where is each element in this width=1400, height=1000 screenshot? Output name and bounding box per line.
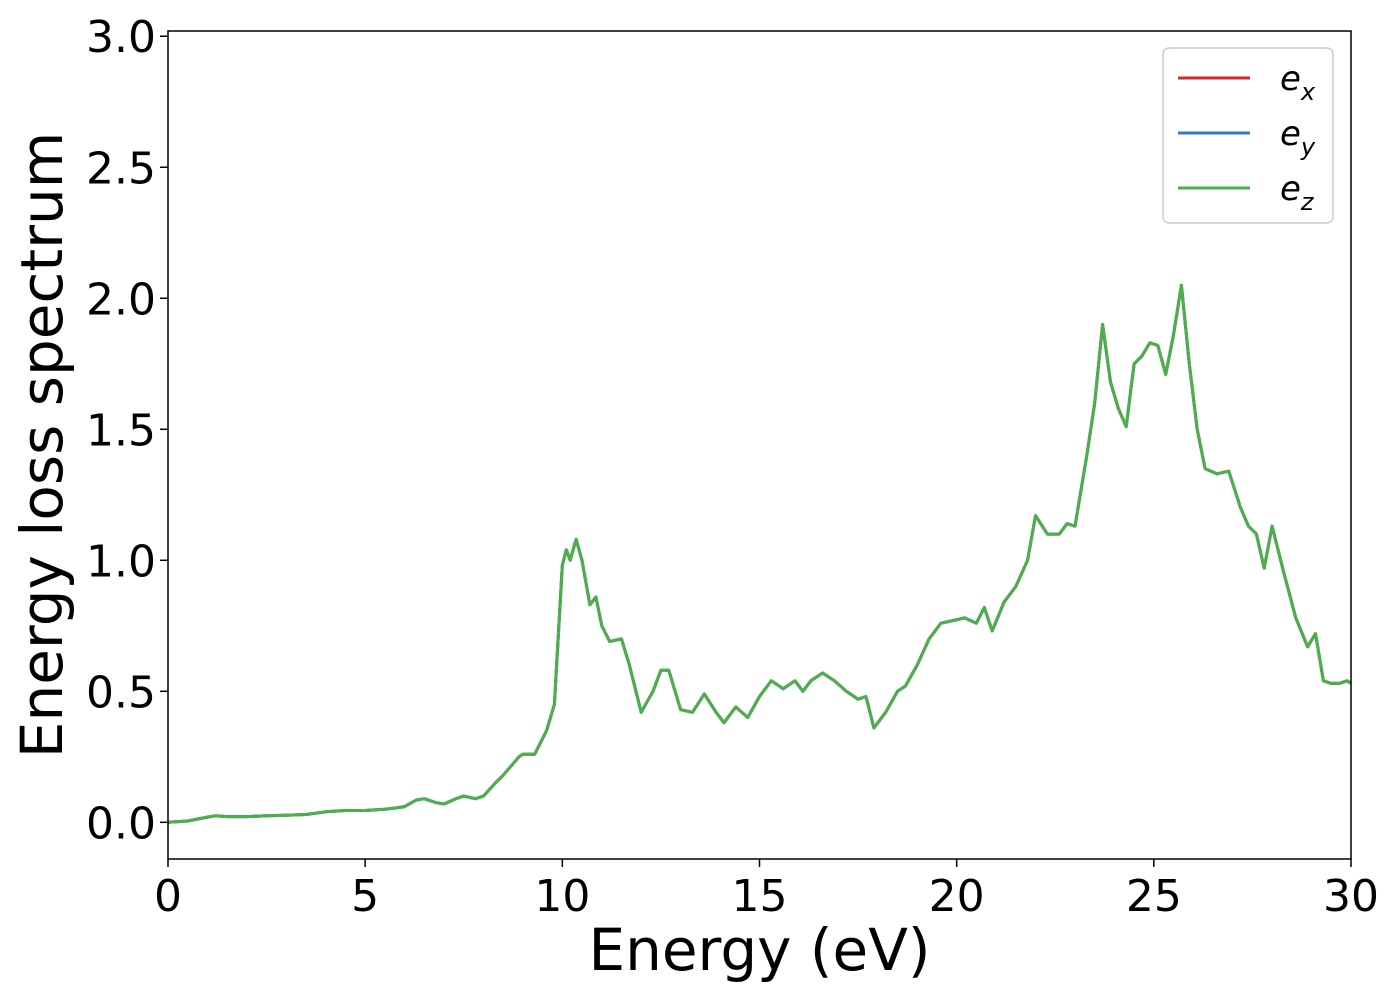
y-tick-label: 0.5 <box>86 667 156 718</box>
x-tick-label: 5 <box>351 871 379 922</box>
x-tick-label: 20 <box>929 871 985 922</box>
series-line-e-z <box>167 283 1352 824</box>
legend: ex ey ez <box>1162 47 1334 224</box>
x-tick-label: 10 <box>534 871 590 922</box>
y-tick-label: 1.5 <box>86 405 156 456</box>
x-axis-ticks: 0 5 10 15 20 25 30 <box>154 859 1379 922</box>
legend-label: ey <box>1280 114 1316 161</box>
series-line-e-x <box>167 283 1352 824</box>
x-tick-label: 25 <box>1126 871 1182 922</box>
y-tick-label: 3.0 <box>86 12 156 63</box>
x-axis-title: Energy (eV) <box>588 916 930 984</box>
y-axis-ticks: 0.0 0.5 1.0 1.5 2.0 2.5 3.0 <box>86 12 168 849</box>
legend-label: ez <box>1280 169 1315 216</box>
y-tick-label: 2.0 <box>86 274 156 325</box>
x-tick-label: 0 <box>154 871 182 922</box>
y-axis-title: Energy loss spectrum <box>8 132 76 758</box>
legend-box <box>1162 47 1334 224</box>
series-layer <box>167 283 1352 824</box>
x-tick-label: 15 <box>732 871 788 922</box>
y-tick-label: 0.0 <box>86 798 156 849</box>
y-tick-label: 1.0 <box>86 536 156 587</box>
series-line-e-y <box>167 283 1352 824</box>
y-tick-label: 2.5 <box>86 143 156 194</box>
x-tick-label: 30 <box>1323 871 1379 922</box>
legend-label: ex <box>1280 59 1316 106</box>
